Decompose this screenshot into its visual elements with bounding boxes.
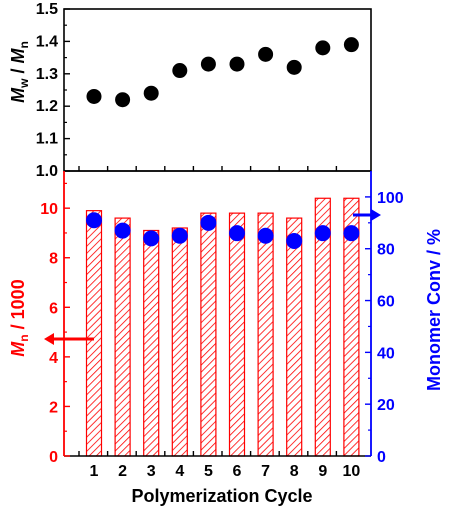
top-y-tick-label: 1.0 — [36, 163, 58, 180]
x-tick-label: 7 — [261, 463, 270, 480]
x-axis-title: Polymerization Cycle — [131, 486, 312, 506]
conversion-bar — [171, 227, 188, 457]
x-tick-label: 5 — [204, 463, 213, 480]
right-y-tick-label: 40 — [377, 345, 395, 362]
right-y-tick-label: 100 — [377, 190, 404, 207]
conversion-bar — [228, 212, 246, 457]
conversion-bar — [85, 210, 103, 457]
conversion-bar — [200, 212, 217, 457]
top-y-tick-label: 1.5 — [36, 1, 58, 18]
x-tick-label: 1 — [90, 463, 99, 480]
conversion-bar — [286, 217, 303, 457]
top-data-point — [229, 56, 245, 72]
x-tick-label: 8 — [290, 463, 299, 480]
top-data-point — [86, 88, 102, 104]
monomer-conv-point — [200, 214, 217, 231]
x-tick-label: 10 — [343, 463, 361, 480]
top-panel: 1.0 1.1 1.2 1.3 1.4 1.5 — [36, 1, 372, 180]
top-y-axis-title: Mw / Mn — [8, 41, 31, 103]
left-y-axis-title: Mn / 1000 — [8, 279, 31, 356]
top-data-point — [200, 56, 216, 72]
left-y-tick-label: 10 — [40, 201, 58, 218]
right-y-tick-label: 80 — [377, 242, 395, 259]
left-axis-arrow-head — [44, 333, 54, 345]
monomer-conv-point — [257, 227, 274, 244]
left-y-tick-label: 4 — [49, 350, 58, 367]
monomer-conv-point — [143, 230, 160, 247]
monomer-conv-point — [114, 222, 131, 239]
monomer-conv-point — [286, 232, 303, 249]
monomer-conv-point — [171, 227, 188, 244]
left-y-tick-label: 8 — [49, 251, 58, 268]
monomer-conv-point — [343, 225, 360, 242]
top-data-point — [315, 40, 331, 56]
x-tick-label: 3 — [147, 463, 156, 480]
top-data-point — [143, 85, 159, 101]
top-y-tick-label: 1.4 — [36, 33, 58, 50]
conversion-bar — [143, 229, 160, 457]
top-data-point — [286, 59, 302, 75]
top-y-tick-label: 1.1 — [36, 131, 58, 148]
x-tick-label: 4 — [175, 463, 184, 480]
top-data-point — [258, 46, 274, 62]
monomer-conv-point — [314, 225, 331, 242]
right-y-tick-label: 60 — [377, 294, 395, 311]
top-data-point — [115, 92, 131, 108]
monomer-conv-point — [86, 212, 102, 229]
top-data-point — [172, 63, 188, 79]
right-y-tick-label: 0 — [377, 449, 386, 466]
top-plot-frame — [63, 8, 372, 172]
top-y-tick-label: 1.3 — [36, 66, 58, 83]
left-y-tick-label: 6 — [49, 300, 58, 317]
top-y-tick-label: 1.2 — [36, 98, 58, 115]
monomer-conv-point — [229, 225, 245, 242]
x-tick-label: 9 — [318, 463, 327, 480]
x-tick-label: 2 — [118, 463, 127, 480]
right-axis-arrow-head — [371, 209, 381, 221]
left-y-tick-label: 0 — [49, 449, 58, 466]
left-y-tick-label: 2 — [49, 399, 58, 416]
right-y-axis-title: Monomer Conv / % — [424, 229, 444, 391]
conversion-bar — [114, 217, 131, 457]
conversion-bar — [257, 212, 274, 457]
x-tick-label: 6 — [233, 463, 242, 480]
top-data-point — [343, 37, 359, 53]
right-y-tick-label: 20 — [377, 397, 395, 414]
